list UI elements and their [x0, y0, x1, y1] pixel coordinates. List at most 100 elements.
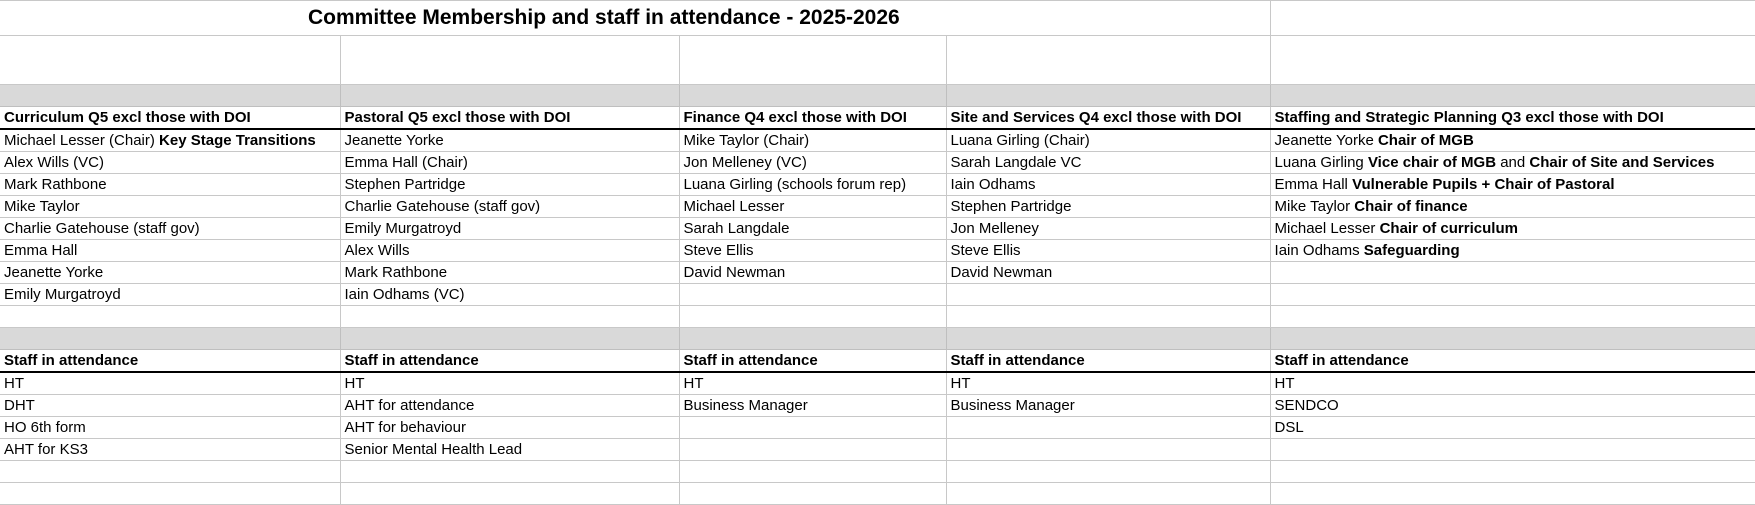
member-cell[interactable]: [1269, 283, 1755, 306]
member-cell[interactable]: Emma Hall (Chair): [339, 151, 680, 174]
staff-header-cell[interactable]: Staff in attendance: [339, 349, 680, 373]
staff-cell[interactable]: HT: [339, 371, 680, 395]
staff-cell[interactable]: [945, 460, 1271, 483]
member-cell[interactable]: [1269, 305, 1755, 328]
staff-cell[interactable]: HO 6th form: [0, 416, 341, 439]
staff-cell[interactable]: [678, 482, 947, 505]
member-cell[interactable]: David Newman: [678, 261, 947, 284]
staff-cell[interactable]: HT: [678, 371, 947, 395]
member-cell[interactable]: Emily Murgatroyd: [0, 283, 341, 306]
separator-cell[interactable]: [1269, 327, 1755, 350]
staff-cell[interactable]: [0, 482, 341, 505]
staff-cell[interactable]: Business Manager: [945, 394, 1271, 417]
member-cell[interactable]: Michael Lesser (Chair) Key Stage Transit…: [0, 128, 341, 152]
staff-cell[interactable]: AHT for KS3: [0, 438, 341, 461]
member-cell[interactable]: Emily Murgatroyd: [339, 217, 680, 240]
staff-cell[interactable]: [339, 460, 680, 483]
separator-cell[interactable]: [0, 84, 341, 107]
member-cell[interactable]: Stephen Partridge: [945, 195, 1271, 218]
member-cell[interactable]: [945, 283, 1271, 306]
member-cell[interactable]: [678, 283, 947, 306]
member-cell[interactable]: Jeanette Yorke: [0, 261, 341, 284]
staff-cell[interactable]: HT: [1269, 371, 1755, 395]
staff-cell[interactable]: [678, 460, 947, 483]
member-cell[interactable]: [0, 305, 341, 328]
empty-cell[interactable]: [678, 35, 947, 85]
committee-header-cell[interactable]: Pastoral Q5 excl those with DOI: [339, 106, 680, 130]
staff-header-cell[interactable]: Staff in attendance: [1269, 349, 1755, 373]
staff-cell[interactable]: [678, 416, 947, 439]
separator-cell[interactable]: [678, 84, 947, 107]
staff-cell[interactable]: [339, 482, 680, 505]
member-cell[interactable]: Mike Taylor (Chair): [678, 128, 947, 152]
staff-cell[interactable]: Business Manager: [678, 394, 947, 417]
member-cell[interactable]: Jon Melleney (VC): [678, 151, 947, 174]
member-cell[interactable]: Charlie Gatehouse (staff gov): [339, 195, 680, 218]
member-cell[interactable]: [339, 305, 680, 328]
member-cell[interactable]: Michael Lesser: [678, 195, 947, 218]
member-cell[interactable]: Mark Rathbone: [339, 261, 680, 284]
member-cell[interactable]: Luana Girling Vice chair of MGB and Chai…: [1269, 151, 1755, 174]
staff-cell[interactable]: [945, 416, 1271, 439]
staff-cell[interactable]: SENDCO: [1269, 394, 1755, 417]
staff-cell[interactable]: [1269, 482, 1755, 505]
empty-cell[interactable]: [945, 35, 1271, 85]
member-cell[interactable]: Jeanette Yorke: [339, 128, 680, 152]
member-cell[interactable]: Luana Girling (schools forum rep): [678, 173, 947, 196]
staff-cell[interactable]: DSL: [1269, 416, 1755, 439]
staff-cell[interactable]: AHT for behaviour: [339, 416, 680, 439]
staff-header-cell[interactable]: Staff in attendance: [945, 349, 1271, 373]
member-cell[interactable]: Steve Ellis: [678, 239, 947, 262]
separator-cell[interactable]: [0, 327, 341, 350]
staff-cell[interactable]: HT: [0, 371, 341, 395]
staff-cell[interactable]: [1269, 460, 1755, 483]
member-cell[interactable]: Mike Taylor Chair of finance: [1269, 195, 1755, 218]
staff-cell[interactable]: DHT: [0, 394, 341, 417]
staff-cell[interactable]: AHT for attendance: [339, 394, 680, 417]
committee-header-cell[interactable]: Site and Services Q4 excl those with DOI: [945, 106, 1271, 130]
member-cell[interactable]: Charlie Gatehouse (staff gov): [0, 217, 341, 240]
member-cell[interactable]: [1269, 261, 1755, 284]
member-cell[interactable]: Mike Taylor: [0, 195, 341, 218]
member-cell[interactable]: Iain Odhams (VC): [339, 283, 680, 306]
member-cell[interactable]: Alex Wills (VC): [0, 151, 341, 174]
member-cell[interactable]: Emma Hall Vulnerable Pupils + Chair of P…: [1269, 173, 1755, 196]
member-cell[interactable]: Stephen Partridge: [339, 173, 680, 196]
staff-cell[interactable]: [1269, 438, 1755, 461]
member-cell[interactable]: Jon Melleney: [945, 217, 1271, 240]
empty-cell[interactable]: [1269, 35, 1755, 85]
member-cell[interactable]: Michael Lesser Chair of curriculum: [1269, 217, 1755, 240]
staff-cell[interactable]: [0, 460, 341, 483]
member-cell[interactable]: Sarah Langdale VC: [945, 151, 1271, 174]
member-cell[interactable]: Luana Girling (Chair): [945, 128, 1271, 152]
sheet-title[interactable]: Committee Membership and staff in attend…: [0, 0, 1271, 36]
committee-header-cell[interactable]: Staffing and Strategic Planning Q3 excl …: [1269, 106, 1755, 130]
staff-header-cell[interactable]: Staff in attendance: [678, 349, 947, 373]
empty-cell[interactable]: [0, 35, 341, 85]
staff-cell[interactable]: [945, 438, 1271, 461]
empty-cell[interactable]: [1269, 0, 1755, 36]
member-cell[interactable]: [678, 305, 947, 328]
member-cell[interactable]: Mark Rathbone: [0, 173, 341, 196]
member-cell[interactable]: Sarah Langdale: [678, 217, 947, 240]
empty-cell[interactable]: [339, 35, 680, 85]
separator-cell[interactable]: [945, 327, 1271, 350]
committee-header-cell[interactable]: Curriculum Q5 excl those with DOI: [0, 106, 341, 130]
member-cell[interactable]: Steve Ellis: [945, 239, 1271, 262]
staff-cell[interactable]: [678, 438, 947, 461]
member-cell[interactable]: Iain Odhams Safeguarding: [1269, 239, 1755, 262]
staff-cell[interactable]: Senior Mental Health Lead: [339, 438, 680, 461]
separator-cell[interactable]: [339, 84, 680, 107]
member-cell[interactable]: Alex Wills: [339, 239, 680, 262]
member-cell[interactable]: Emma Hall: [0, 239, 341, 262]
committee-header-cell[interactable]: Finance Q4 excl those with DOI: [678, 106, 947, 130]
staff-header-cell[interactable]: Staff in attendance: [0, 349, 341, 373]
staff-cell[interactable]: [945, 482, 1271, 505]
separator-cell[interactable]: [678, 327, 947, 350]
member-cell[interactable]: David Newman: [945, 261, 1271, 284]
separator-cell[interactable]: [945, 84, 1271, 107]
member-cell[interactable]: Jeanette Yorke Chair of MGB: [1269, 128, 1755, 152]
separator-cell[interactable]: [339, 327, 680, 350]
member-cell[interactable]: Iain Odhams: [945, 173, 1271, 196]
separator-cell[interactable]: [1269, 84, 1755, 107]
